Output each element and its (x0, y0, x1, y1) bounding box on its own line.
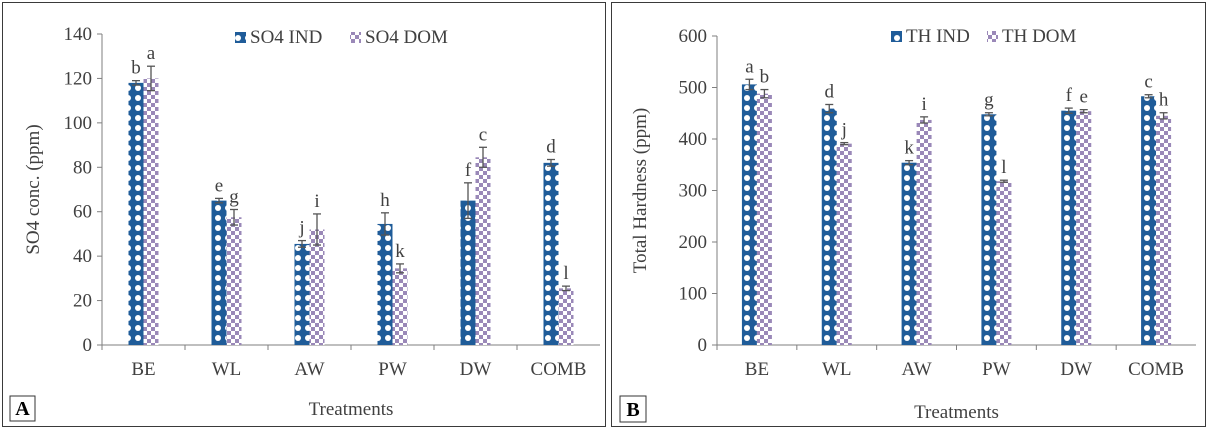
y-tick-label: 80 (73, 157, 92, 178)
panel-label: A (15, 398, 30, 420)
y-tick-label: 300 (679, 181, 708, 202)
bar-dom (143, 78, 159, 345)
y-tick-label: 600 (679, 26, 708, 47)
y-axis-title: Total Hardness (ppm) (630, 108, 651, 273)
bar-dom (996, 181, 1012, 345)
x-tick-label: BE (131, 359, 155, 380)
bar-dom (1076, 111, 1092, 345)
legend-label: SO4 IND (250, 27, 322, 48)
significance-letter: l (563, 263, 568, 284)
y-tick-label: 100 (64, 113, 93, 134)
bar-ind (1141, 96, 1157, 345)
x-tick-label: PW (378, 359, 407, 380)
y-tick-label: 120 (64, 68, 93, 89)
significance-letter: h (380, 190, 390, 211)
panel-label-box (619, 395, 647, 423)
y-tick-label: 0 (698, 335, 708, 356)
bar-ind (543, 162, 559, 345)
bar-dom (475, 157, 491, 345)
panel-label: B (626, 399, 639, 421)
significance-letter: a (147, 43, 156, 64)
chart-panel-a: 0 20 40 60 80 100 120 140 BE b a WL e g AW j i PW h k DW f c CO… (2, 2, 606, 427)
bar-ind (128, 82, 144, 345)
significance-letter: g (984, 90, 994, 111)
y-tick-label: 200 (679, 232, 708, 253)
significance-letter: l (1001, 157, 1006, 178)
y-tick-label: 100 (679, 284, 708, 305)
significance-letter: f (465, 160, 472, 181)
significance-letter: c (479, 124, 487, 145)
bar-ind (211, 200, 227, 345)
x-tick-label: COMB (531, 359, 587, 380)
significance-letter: e (1080, 87, 1088, 108)
legend-label: SO4 DOM (365, 27, 448, 48)
legend-swatch-ind (891, 31, 902, 42)
legend-swatch-ind (235, 32, 246, 43)
x-axis-title: Treatments (914, 402, 999, 423)
bar-ind (981, 114, 997, 345)
x-tick-label: DW (460, 359, 492, 380)
x-tick-label: BE (745, 359, 769, 380)
bar-ind (901, 162, 917, 345)
legend-swatch-dom (987, 31, 998, 42)
significance-letter: j (298, 218, 304, 239)
x-tick-label: WL (822, 359, 852, 380)
chart-panel-b: 0 100 200 300 400 500 600 BE a b WL d j AW k i PW g l DW f e C… (611, 2, 1206, 427)
y-axis-title: SO4 conc. (ppm) (23, 124, 44, 254)
bar-dom (916, 119, 932, 345)
x-tick-label: AW (294, 359, 324, 380)
x-tick-label: PW (982, 359, 1011, 380)
bar-dom (1156, 115, 1172, 345)
bar-ind (1061, 110, 1077, 345)
significance-letter: i (314, 191, 319, 212)
significance-letter: k (904, 138, 914, 159)
bar-dom (836, 143, 852, 345)
bar-dom (392, 268, 408, 345)
bar-dom (558, 288, 574, 345)
so4-bar-chart: 0 20 40 60 80 100 120 140 BE ba WL eg AW ji PW h k DW fc CO… (9, 24, 600, 422)
significance-letter: k (395, 241, 405, 262)
legend-label: TH IND (906, 26, 970, 47)
y-tick-label: 60 (73, 202, 92, 223)
significance-letter: d (825, 81, 835, 102)
bar-ind (821, 108, 837, 346)
bar-ind (294, 243, 310, 345)
significance-letter: i (921, 94, 926, 115)
bar-ind (741, 84, 757, 345)
significance-letter: c (1144, 72, 1152, 93)
significance-letter: j (841, 120, 847, 141)
total-hardness-bar-chart: 0 100 200 300 400 500 600 BE a b WL dj AW k i PW g l DW f e C… (619, 26, 1196, 423)
significance-letter: a (745, 56, 754, 77)
significance-letter: b (131, 58, 141, 79)
significance-letter: e (215, 175, 223, 196)
bar-ind (377, 223, 393, 345)
y-tick-label: 500 (679, 78, 708, 99)
y-tick-label: 400 (679, 129, 708, 150)
bar-dom (309, 229, 325, 345)
bar-dom (756, 93, 772, 346)
x-tick-label: DW (1060, 359, 1092, 380)
bar-ind (460, 200, 476, 345)
significance-letter: b (760, 67, 770, 88)
significance-letter: d (546, 137, 556, 158)
y-tick-label: 140 (64, 24, 93, 45)
y-tick-label: 0 (83, 335, 93, 356)
x-tick-label: AW (902, 359, 932, 380)
significance-letter: g (229, 186, 239, 207)
panel-label-box (9, 395, 36, 422)
significance-letter: f (1066, 85, 1073, 106)
significance-letter: h (1159, 90, 1169, 111)
x-axis-title: Treatments (309, 399, 394, 420)
x-tick-label: WL (212, 359, 242, 380)
y-tick-label: 20 (73, 291, 92, 312)
y-tick-label: 40 (73, 246, 92, 267)
x-tick-label: COMB (1128, 359, 1184, 380)
legend-label: TH DOM (1002, 26, 1077, 47)
bar-dom (226, 217, 242, 345)
legend-swatch-dom (350, 32, 361, 43)
